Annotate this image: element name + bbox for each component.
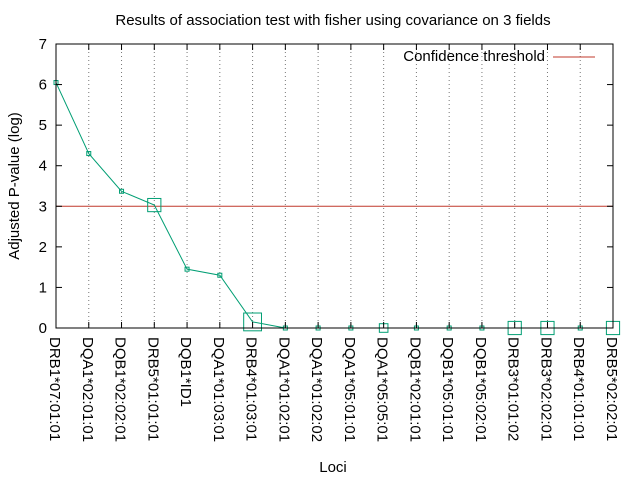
series-line: [55, 82, 613, 329]
x-tick-label: DRB4*01:01:01: [570, 337, 587, 441]
x-tick-label: DRB5*02:02:01: [603, 337, 620, 441]
data-point: [243, 312, 262, 332]
x-tick-label: DQA1*05:01:01: [341, 337, 358, 442]
data-point: [217, 272, 223, 278]
grid: [88, 44, 581, 328]
y-axis-label: Adjusted P-value (log): [6, 112, 23, 260]
legend-threshold-label: Confidence threshold: [403, 48, 545, 65]
x-tick-label: DQB1*05:01:01: [439, 337, 456, 442]
x-tick-label: DRB3*02:02:01: [537, 337, 554, 441]
x-tick-label: DQB1*02:02:01: [112, 337, 129, 442]
y-tick-label: 1: [39, 279, 47, 296]
x-axis: DRB1*07:01:01 DQA1*02:01:01 DQB1*02:02:01 D…: [46, 44, 620, 442]
data-point: [119, 188, 125, 194]
x-tick-label: DQA1*01:02:01: [275, 337, 292, 442]
data-point: [147, 197, 162, 213]
y-axis: 0 1 2 3 4 5 6 7: [39, 36, 613, 337]
y-tick-label: 4: [39, 158, 47, 175]
data-point: [86, 151, 92, 157]
x-tick-label: DRB4*01:03:01: [243, 337, 260, 441]
x-tick-label: DQB1*02:01:01: [406, 337, 423, 442]
y-tick-label: 7: [39, 36, 47, 53]
plot-frame: [55, 43, 614, 329]
legend: Confidence threshold: [403, 48, 595, 65]
x-tick-label: DQA1*01:03:01: [210, 337, 227, 442]
x-tick-label: DQB1*ID1: [177, 337, 194, 407]
x-tick-label: DRB1*07:01:01: [46, 337, 63, 441]
x-tick-label: DQA1*05:05:01: [374, 337, 391, 442]
y-tick-label: 5: [39, 117, 47, 134]
x-tick-label: DQA1*02:01:01: [79, 337, 96, 442]
y-tick-label: 3: [39, 198, 47, 215]
x-tick-label: DQA1*01:02:02: [308, 337, 325, 442]
x-axis-label: Loci: [319, 459, 347, 476]
series-layer: [53, 80, 621, 336]
y-tick-label: 0: [39, 320, 47, 337]
x-tick-label: DQB1*05:02:01: [472, 337, 489, 442]
y-tick-label: 6: [39, 77, 47, 94]
x-tick-label: DRB3*01:01:02: [505, 337, 522, 441]
x-tick-label: DRB5*01:01:01: [144, 337, 161, 441]
data-point: [184, 266, 190, 272]
y-tick-label: 2: [39, 239, 47, 256]
chart-title: Results of association test with fisher …: [115, 12, 550, 29]
